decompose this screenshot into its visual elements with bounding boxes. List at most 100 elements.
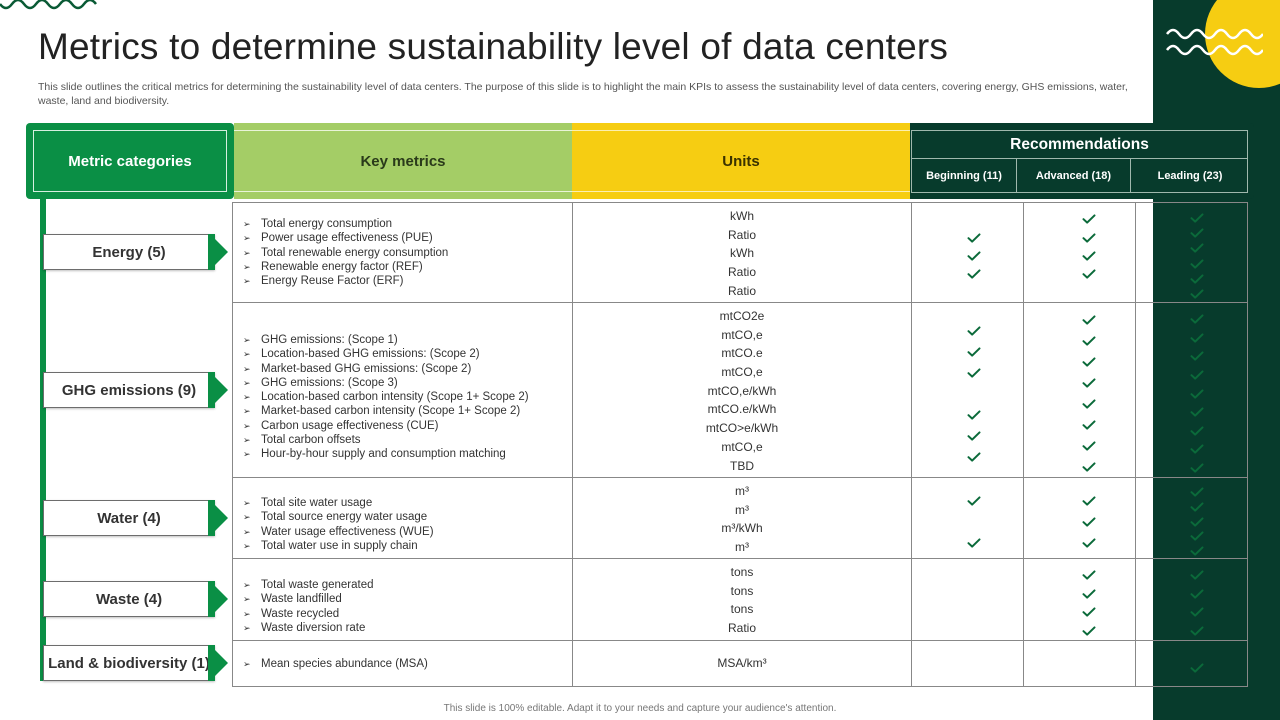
check-icon <box>1190 660 1204 673</box>
header-metric-categories: Metric categories <box>26 123 234 199</box>
unit-value: mtCO.e/kWh <box>707 402 777 417</box>
header-key-metrics: Key metrics <box>234 123 572 199</box>
unit-value: mtCO,e <box>721 439 763 454</box>
key-metrics-list: Total site water usageTotal source energ… <box>241 496 434 553</box>
recommendations-box: Recommendations Beginning (11) Advanced … <box>911 130 1248 193</box>
key-metric-item: Market-based carbon intensity (Scope 1+ … <box>241 404 529 419</box>
units-list: mtCO2e mtCO,e mtCO.e mtCO,e mtCO,e/kWh mtCO.e… <box>573 307 911 475</box>
category-tab: Energy (5) <box>43 234 215 270</box>
unit-value: m³ <box>735 502 749 517</box>
check-icon <box>1190 240 1204 253</box>
category-tab: Land & biodiversity (1) <box>43 645 215 681</box>
check-icon <box>967 493 981 506</box>
key-metric-item: Waste diversion rate <box>241 621 374 636</box>
check-icon <box>1190 311 1204 324</box>
check-icon <box>1190 286 1204 299</box>
key-metric-item: Waste recycled <box>241 607 374 622</box>
key-metric-item: Hour-by-hour supply and consumption matc… <box>241 447 529 462</box>
key-metric-item: Total water use in supply chain <box>241 539 434 554</box>
header-leading: Leading (23) <box>1157 170 1223 182</box>
check-icon <box>1190 586 1204 599</box>
check-icon <box>1082 248 1096 261</box>
recommendations-title: Recommendations <box>912 131 1247 159</box>
check-icon <box>967 323 981 336</box>
key-metric-item: Total source energy water usage <box>241 510 434 525</box>
check-icon <box>967 230 981 243</box>
key-metric-item: Power usage effectiveness (PUE) <box>241 231 448 246</box>
check-icon <box>967 535 981 548</box>
check-icon <box>1190 499 1204 512</box>
footer-note: This slide is 100% editable. Adapt it to… <box>443 703 837 714</box>
unit-value: TBD <box>730 458 754 473</box>
key-metrics-list: Mean species abundance (MSA) <box>241 657 428 672</box>
units-list: MSA/km³ <box>573 654 911 673</box>
check-icon <box>1190 514 1204 527</box>
column-divider <box>1023 203 1024 686</box>
key-metric-item: Water usage effectiveness (WUE) <box>241 525 434 540</box>
unit-value: Ratio <box>727 227 756 242</box>
unit-value: MSA/km³ <box>717 656 767 670</box>
unit-value: mtCO,e <box>721 365 763 380</box>
check-icon <box>1082 493 1096 506</box>
check-icon <box>1190 271 1204 284</box>
check-icon <box>1190 484 1204 497</box>
key-metrics-list: Total energy consumptionPower usage effe… <box>241 217 448 289</box>
check-icon <box>1082 535 1096 548</box>
header-advanced: Advanced (18) <box>1017 159 1131 193</box>
unit-value: tons <box>730 602 754 617</box>
wave-decor-icon <box>1166 28 1263 56</box>
header-key-metrics-label: Key metrics <box>234 130 572 192</box>
key-metric-item: Location-based GHG emissions: (Scope 2) <box>241 347 529 362</box>
check-icon <box>1082 333 1096 346</box>
check-icon <box>967 266 981 279</box>
key-metric-item: Total site water usage <box>241 496 434 511</box>
unit-value: Ratio <box>727 283 756 298</box>
category-tab: Waste (4) <box>43 581 215 617</box>
unit-value: mtCO,e/kWh <box>707 383 777 398</box>
key-metrics-list: Total waste generatedWaste landfilledWas… <box>241 578 374 635</box>
table-row: Total site water usageTotal source energ… <box>233 478 1247 559</box>
check-icon <box>967 428 981 441</box>
check-icon <box>1082 604 1096 617</box>
page-title: Metrics to determine sustainability leve… <box>38 26 949 67</box>
check-icon <box>967 365 981 378</box>
check-icon <box>1190 348 1204 361</box>
table-row: Total energy consumptionPower usage effe… <box>233 203 1247 303</box>
check-icon <box>1082 375 1096 388</box>
check-icon <box>1190 423 1204 436</box>
check-icon <box>1082 438 1096 451</box>
arrow-right-icon <box>208 372 228 408</box>
header-units: Units <box>572 123 910 199</box>
check-icon <box>1082 586 1096 599</box>
check-icon <box>1082 211 1096 224</box>
arrow-right-icon <box>208 234 228 270</box>
table-row: Mean species abundance (MSA) MSA/km³ <box>233 641 1247 688</box>
arrow-right-icon <box>208 645 228 681</box>
units-list: kWh Ratio kWh Ratio Ratio <box>573 207 911 300</box>
unit-value: Ratio <box>727 621 756 636</box>
unit-value: m³/kWh <box>721 521 763 536</box>
key-metric-item: Total renewable energy consumption <box>241 246 448 261</box>
check-icon <box>1082 417 1096 430</box>
unit-value: m³ <box>735 540 749 555</box>
unit-value: Ratio <box>727 265 756 280</box>
header-recommendations <box>910 123 1254 199</box>
check-icon <box>1082 514 1096 527</box>
header-beginning: Beginning (11) <box>912 159 1017 193</box>
check-icon <box>1190 623 1204 636</box>
table-row: Total waste generatedWaste landfilledWas… <box>233 559 1247 641</box>
check-icon <box>1190 367 1204 380</box>
unit-value: mtCO,e <box>721 327 763 342</box>
check-icon <box>1082 459 1096 472</box>
unit-value: mtCO2e <box>719 309 765 323</box>
column-divider <box>572 203 573 686</box>
check-icon <box>1082 396 1096 409</box>
check-icon <box>1082 266 1096 279</box>
check-icon <box>967 449 981 462</box>
key-metric-item: Total waste generated <box>241 578 374 593</box>
check-icon <box>1190 210 1204 223</box>
key-metrics-list: GHG emissions: (Scope 1)Location-based G… <box>241 333 529 462</box>
header-units-label: Units <box>572 130 910 192</box>
check-icon <box>1082 230 1096 243</box>
key-metric-item: Total carbon offsets <box>241 433 529 448</box>
